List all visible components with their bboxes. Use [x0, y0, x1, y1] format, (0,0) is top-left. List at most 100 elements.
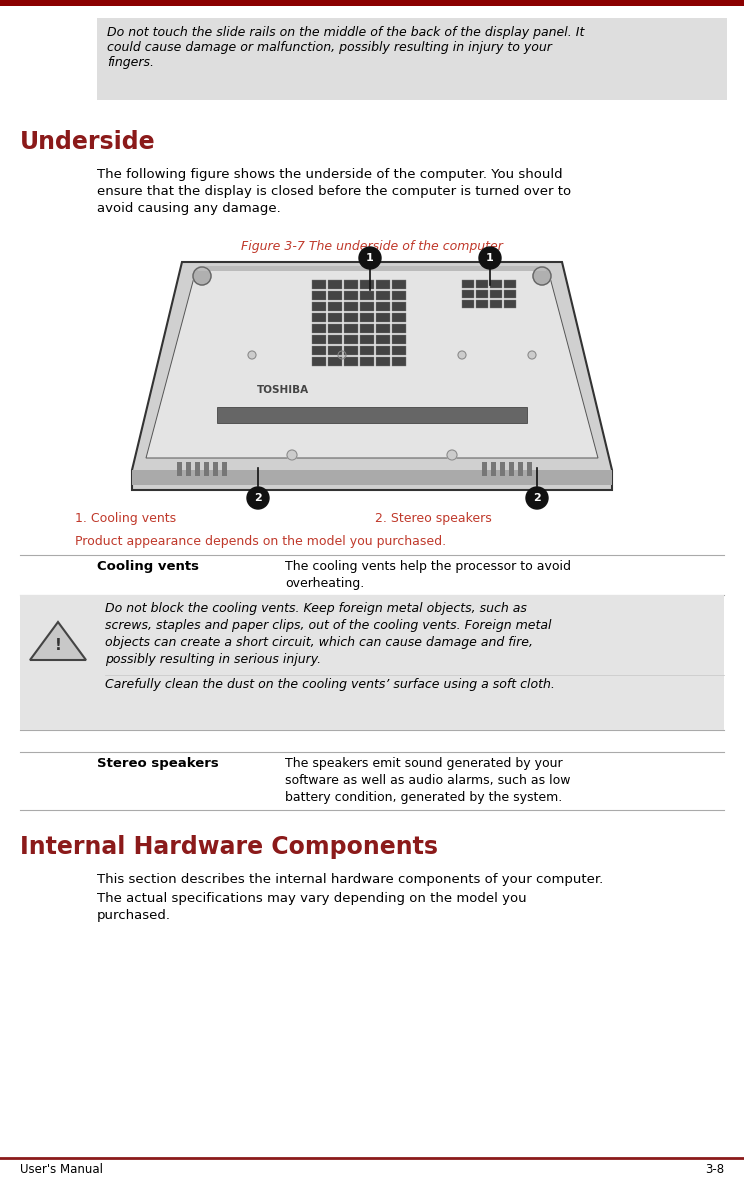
FancyBboxPatch shape	[527, 462, 532, 476]
Text: Carefully clean the dust on the cooling vents’ surface using a soft cloth.: Carefully clean the dust on the cooling …	[105, 678, 555, 691]
FancyBboxPatch shape	[328, 312, 342, 322]
FancyBboxPatch shape	[376, 279, 390, 289]
FancyBboxPatch shape	[504, 290, 516, 298]
FancyBboxPatch shape	[392, 335, 406, 344]
Text: The following figure shows the underside of the computer. You should
ensure that: The following figure shows the underside…	[97, 167, 571, 215]
FancyBboxPatch shape	[360, 302, 374, 311]
Circle shape	[359, 246, 381, 269]
FancyBboxPatch shape	[213, 462, 218, 476]
Circle shape	[526, 487, 548, 509]
FancyBboxPatch shape	[344, 291, 358, 299]
Text: 3-8: 3-8	[705, 1162, 724, 1175]
Text: 2. Stereo speakers: 2. Stereo speakers	[375, 512, 492, 525]
Text: !: !	[54, 639, 62, 653]
FancyBboxPatch shape	[462, 299, 474, 308]
FancyBboxPatch shape	[392, 345, 406, 355]
FancyBboxPatch shape	[344, 335, 358, 344]
FancyBboxPatch shape	[222, 462, 227, 476]
FancyBboxPatch shape	[360, 357, 374, 365]
FancyBboxPatch shape	[504, 299, 516, 308]
FancyBboxPatch shape	[376, 312, 390, 322]
FancyBboxPatch shape	[462, 290, 474, 298]
Text: The speakers emit sound generated by your
software as well as audio alarms, such: The speakers emit sound generated by you…	[285, 757, 571, 804]
FancyBboxPatch shape	[312, 279, 326, 289]
FancyBboxPatch shape	[491, 462, 496, 476]
FancyBboxPatch shape	[195, 462, 200, 476]
FancyBboxPatch shape	[328, 291, 342, 299]
Text: Internal Hardware Components: Internal Hardware Components	[20, 835, 438, 859]
FancyBboxPatch shape	[518, 462, 523, 476]
FancyBboxPatch shape	[344, 324, 358, 332]
FancyBboxPatch shape	[344, 302, 358, 311]
FancyBboxPatch shape	[360, 345, 374, 355]
Polygon shape	[30, 623, 86, 660]
Circle shape	[528, 351, 536, 358]
FancyBboxPatch shape	[312, 324, 326, 332]
FancyBboxPatch shape	[360, 335, 374, 344]
Circle shape	[247, 487, 269, 509]
FancyBboxPatch shape	[204, 462, 209, 476]
FancyBboxPatch shape	[344, 279, 358, 289]
FancyBboxPatch shape	[360, 324, 374, 332]
FancyBboxPatch shape	[344, 312, 358, 322]
FancyBboxPatch shape	[376, 302, 390, 311]
Circle shape	[533, 266, 551, 285]
FancyBboxPatch shape	[312, 312, 326, 322]
Circle shape	[447, 450, 457, 460]
FancyBboxPatch shape	[482, 462, 487, 476]
FancyBboxPatch shape	[328, 357, 342, 365]
FancyBboxPatch shape	[328, 279, 342, 289]
FancyBboxPatch shape	[328, 345, 342, 355]
FancyBboxPatch shape	[462, 279, 474, 288]
Text: Product appearance depends on the model you purchased.: Product appearance depends on the model …	[75, 535, 446, 548]
Text: Underside: Underside	[20, 130, 155, 154]
FancyBboxPatch shape	[217, 407, 527, 423]
FancyBboxPatch shape	[312, 302, 326, 311]
FancyBboxPatch shape	[328, 335, 342, 344]
FancyBboxPatch shape	[376, 291, 390, 299]
FancyBboxPatch shape	[392, 291, 406, 299]
Text: The cooling vents help the processor to avoid
overheating.: The cooling vents help the processor to …	[285, 560, 571, 590]
FancyBboxPatch shape	[0, 0, 744, 6]
FancyBboxPatch shape	[376, 345, 390, 355]
FancyBboxPatch shape	[504, 279, 516, 288]
FancyBboxPatch shape	[490, 279, 502, 288]
FancyBboxPatch shape	[490, 299, 502, 308]
Text: The actual specifications may vary depending on the model you
purchased.: The actual specifications may vary depen…	[97, 893, 527, 922]
FancyBboxPatch shape	[376, 324, 390, 332]
FancyBboxPatch shape	[20, 595, 724, 730]
FancyBboxPatch shape	[360, 312, 374, 322]
Text: Do not touch the slide rails on the middle of the back of the display panel. It
: Do not touch the slide rails on the midd…	[107, 26, 584, 70]
FancyBboxPatch shape	[392, 302, 406, 311]
FancyBboxPatch shape	[500, 462, 505, 476]
FancyBboxPatch shape	[392, 324, 406, 332]
Text: 1: 1	[366, 253, 374, 263]
Text: User's Manual: User's Manual	[20, 1162, 103, 1175]
FancyBboxPatch shape	[476, 279, 488, 288]
Text: 1. Cooling vents: 1. Cooling vents	[75, 512, 176, 525]
FancyBboxPatch shape	[392, 312, 406, 322]
Text: Do not block the cooling vents. Keep foreign metal objects, such as
screws, stap: Do not block the cooling vents. Keep for…	[105, 602, 551, 666]
FancyBboxPatch shape	[392, 279, 406, 289]
FancyBboxPatch shape	[344, 357, 358, 365]
Circle shape	[193, 266, 211, 285]
FancyBboxPatch shape	[328, 302, 342, 311]
Circle shape	[248, 351, 256, 358]
FancyBboxPatch shape	[177, 462, 182, 476]
FancyBboxPatch shape	[312, 335, 326, 344]
Text: 2: 2	[254, 493, 262, 503]
Text: This section describes the internal hardware components of your computer.: This section describes the internal hard…	[97, 872, 603, 885]
FancyBboxPatch shape	[376, 357, 390, 365]
FancyBboxPatch shape	[392, 357, 406, 365]
FancyBboxPatch shape	[360, 291, 374, 299]
Circle shape	[458, 351, 466, 358]
FancyBboxPatch shape	[476, 290, 488, 298]
Circle shape	[479, 246, 501, 269]
Text: 1: 1	[486, 253, 494, 263]
Polygon shape	[146, 270, 598, 457]
FancyBboxPatch shape	[509, 462, 514, 476]
FancyBboxPatch shape	[312, 291, 326, 299]
Text: Cooling vents: Cooling vents	[97, 560, 199, 573]
FancyBboxPatch shape	[97, 18, 727, 100]
FancyBboxPatch shape	[360, 279, 374, 289]
